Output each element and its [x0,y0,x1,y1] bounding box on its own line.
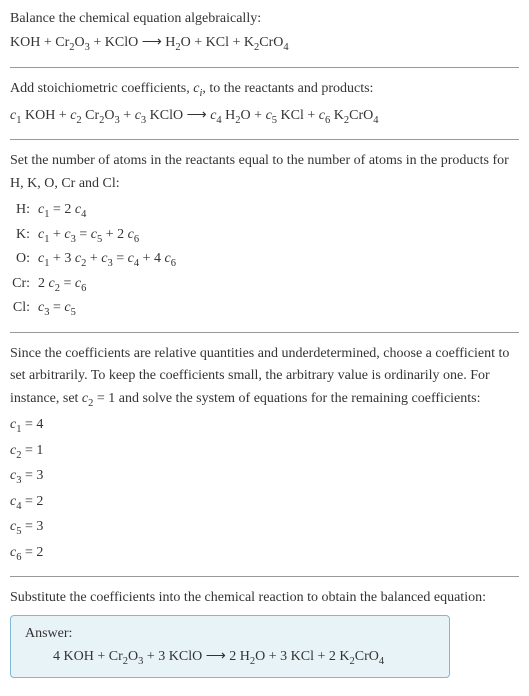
divider [10,67,519,68]
coefficient-value: c4 = 2 [10,491,519,515]
atom-body: c3 = c5 [38,297,519,322]
atom-equations: H: c1 = 2 c4 K: c1 + c3 = c5 + 2 c6 O: c… [10,199,519,322]
atom-body: c1 + c3 = c5 + 2 c6 [38,224,519,249]
atom-equation-row: H: c1 = 2 c4 [10,199,519,224]
intro-equation: KOH + Cr2O3 + KClO ⟶ H2O + KCl + K2CrO4 [10,32,519,57]
coefficient-list: c1 = 4 c2 = 1 c3 = 3 c4 = 2 c5 = 3 c6 = … [10,414,519,565]
atom-equation-row: K: c1 + c3 = c5 + 2 c6 [10,224,519,249]
intro-title: Balance the chemical equation algebraica… [10,8,519,30]
coefficient-value: c5 = 3 [10,516,519,540]
atom-label: Cr: [10,273,38,298]
substitute-text: Substitute the coefficients into the che… [10,587,519,609]
set-atoms-section: Set the number of atoms in the reactants… [10,150,519,322]
atom-label: O: [10,248,38,273]
atom-label: Cl: [10,297,38,322]
add-coeffs-text: Add stoichiometric coefficients, ci, to … [10,78,519,103]
substitute-section: Substitute the coefficients into the che… [10,587,519,678]
answer-box: Answer: 4 KOH + Cr2O3 + 3 KClO ⟶ 2 H2O +… [10,615,450,678]
atom-label: K: [10,224,38,249]
add-coeffs-section: Add stoichiometric coefficients, ci, to … [10,78,519,129]
coefficient-value: c2 = 1 [10,440,519,464]
divider [10,576,519,577]
atom-body: c1 = 2 c4 [38,199,519,224]
coefficient-value: c1 = 4 [10,414,519,438]
atom-equation-row: Cl: c3 = c5 [10,297,519,322]
atom-label: H: [10,199,38,224]
atom-equation-row: Cr: 2 c2 = c6 [10,273,519,298]
coefficient-value: c3 = 3 [10,465,519,489]
divider [10,332,519,333]
intro-section: Balance the chemical equation algebraica… [10,8,519,57]
divider [10,139,519,140]
solve-section: Since the coefficients are relative quan… [10,343,519,566]
answer-equation: 4 KOH + Cr2O3 + 3 KClO ⟶ 2 H2O + 3 KCl +… [25,648,435,667]
coefficient-value: c6 = 2 [10,542,519,566]
atom-body: c1 + 3 c2 + c3 = c4 + 4 c6 [38,248,519,273]
set-atoms-text: Set the number of atoms in the reactants… [10,150,519,195]
answer-title: Answer: [25,626,435,642]
solve-text: Since the coefficients are relative quan… [10,343,519,412]
add-coeffs-equation: c1 KOH + c2 Cr2O3 + c3 KClO ⟶ c4 H2O + c… [10,105,519,130]
atom-body: 2 c2 = c6 [38,273,519,298]
atom-equation-row: O: c1 + 3 c2 + c3 = c4 + 4 c6 [10,248,519,273]
